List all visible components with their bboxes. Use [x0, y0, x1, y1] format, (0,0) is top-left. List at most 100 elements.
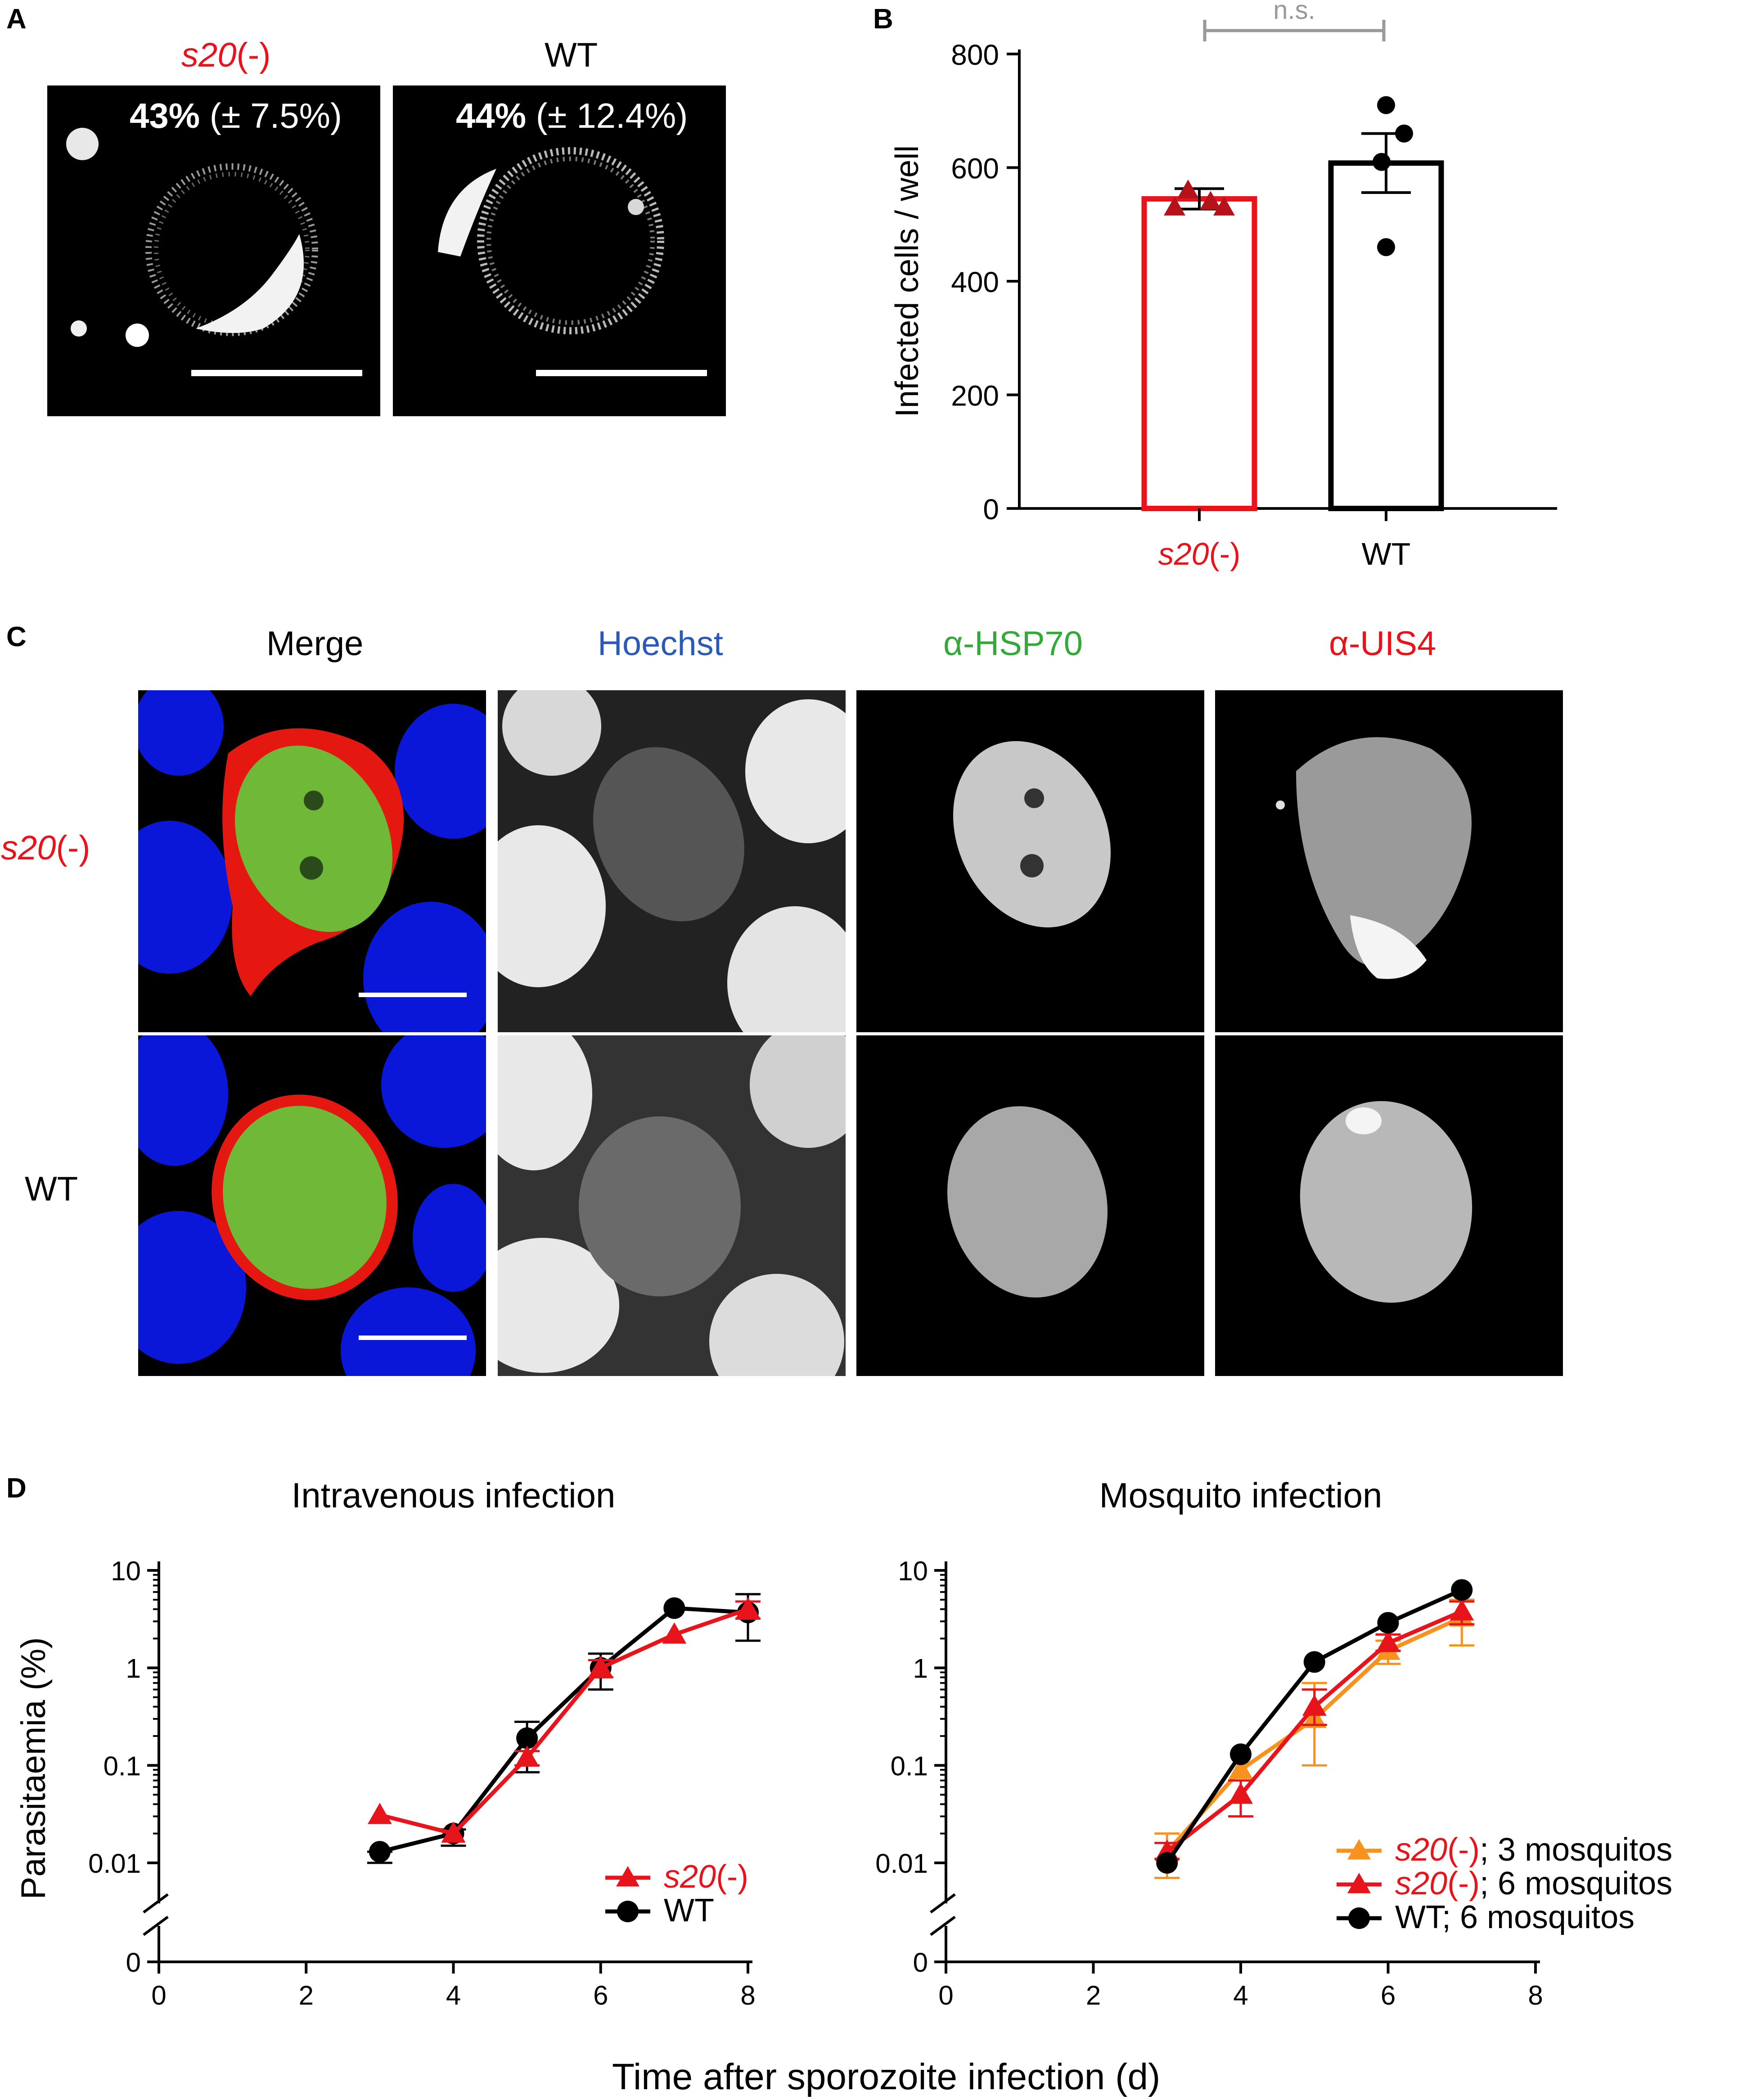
panelC-row-s20: s20(-) — [1, 831, 90, 865]
chart-d-right-point — [1451, 1579, 1473, 1601]
chart-b-sig-label: n.s. — [1273, 0, 1315, 25]
chart-b-point — [1395, 124, 1413, 143]
chart-d-left-point — [367, 1803, 392, 1824]
chart-d-left-ytick-label: 0.1 — [104, 1751, 141, 1781]
chart-d-right-axis-break-mark — [930, 1916, 956, 1936]
chart-d-left-point — [663, 1597, 685, 1619]
panelC-wt-uis4-image — [1215, 1035, 1563, 1376]
chart-b-point — [1377, 96, 1395, 114]
chart-b-ytick-label: 0 — [983, 493, 999, 526]
panelA-left-percentage: 43% (± 7.5%) — [130, 98, 342, 133]
chart-d-right-xtick-label: 0 — [938, 1980, 953, 2010]
chart-d-right-point — [1303, 1651, 1325, 1673]
panelC-col-hoechst: Hoechst — [598, 625, 723, 663]
chart-d-left-axis-break-mark — [143, 1916, 169, 1936]
chart-d-right-point — [1376, 1631, 1400, 1652]
chart-d-left-ylabel: Parasitaemia (%) — [14, 1637, 53, 1900]
chart-d-right-xtick-label: 2 — [1086, 1980, 1101, 2010]
chart-d-right-axis-break-mark — [930, 1893, 956, 1914]
chart-b-point — [1177, 180, 1199, 198]
chart-b-bar — [1141, 196, 1257, 511]
panelC-col-uis4: α-UIS4 — [1329, 625, 1436, 663]
panelA-left-title: s20(-) — [181, 38, 270, 72]
panel-letter-a: A — [6, 4, 27, 35]
panelC-row-s20-italic: s20 — [1, 829, 56, 867]
chart-d-left-axis-break-mark — [143, 1893, 169, 1914]
panelA-left-image-art — [66, 128, 318, 347]
chart-d-left-legend-marker — [617, 1901, 639, 1922]
panel-letter-b: B — [873, 4, 893, 35]
chart-d-left-xtick-label: 2 — [299, 1980, 314, 2010]
chart-d-right-legend-label: s20(-); 6 mosquitos — [1395, 1866, 1672, 1902]
chart-b-xtick-label: s20(-) — [1158, 536, 1241, 571]
chart-d-left-xtick-label: 6 — [593, 1980, 608, 2010]
chart-d-right-point — [1229, 1758, 1253, 1779]
chart-d-left-legend-marker — [616, 1866, 639, 1887]
chart-d-left-title: Intravenous infection — [292, 1475, 616, 1515]
chart-b-ytick-label: 200 — [951, 380, 999, 412]
chart-d-left-point — [662, 1622, 687, 1644]
chart-d-left-point — [588, 1655, 613, 1677]
chart-b-ytick-label: 400 — [951, 266, 999, 298]
panelC-wt-hoechst-image — [498, 1035, 846, 1376]
panelC-col-hsp70: α-HSP70 — [943, 625, 1083, 663]
chart-d-left-legend-label: WT — [664, 1893, 714, 1929]
chart-d-right-point — [1230, 1743, 1252, 1765]
panelC-row-wt: WT — [25, 1170, 78, 1208]
chart-b: 0 200 400 600 800 Infected cells / well s20(-)… — [889, 0, 1557, 571]
chart-d-left-ytick-label: 1 — [126, 1654, 141, 1684]
chart-d-left: Intravenous infection Parasitaemia (%) 0 0.… — [14, 1475, 761, 2010]
panelA-right-percentage: 44% (± 12.4%) — [456, 98, 688, 133]
chart-d-left-xtick-label: 4 — [446, 1980, 461, 2010]
chart-d-right-xtick-label: 4 — [1233, 1980, 1248, 2010]
panelC-s20-hoechst-image — [498, 690, 846, 1032]
chart-b-point — [1164, 196, 1185, 216]
chart-d-left-series-line — [379, 1607, 749, 1836]
chart-d-left-ytick-label: 10 — [111, 1556, 141, 1586]
panelA-left-pct-rest: (± 7.5%) — [200, 96, 342, 135]
chart-b-point — [1373, 153, 1391, 171]
panelA-right-pct-bold: 44% — [456, 96, 527, 135]
chart-d-right-ytick-label: 10 — [898, 1556, 928, 1586]
panelA-right-scale-bar — [536, 370, 707, 376]
panelC-s20-merge-image — [138, 690, 486, 1032]
panelA-left-scale-bar — [191, 370, 362, 376]
chart-d-right-ytick-label: 0.01 — [875, 1848, 928, 1879]
chart-d-right-ytick-label: 1 — [913, 1654, 928, 1684]
chart-d-left-legend-label: s20(-) — [664, 1859, 748, 1895]
panelD-xlabel: Time after sporozoite infection (d) — [612, 2056, 1161, 2097]
chart-d-right-xtick-label: 6 — [1381, 1980, 1396, 2010]
panelC-wt-scale-bar — [359, 1336, 467, 1340]
chart-d-right-point — [1377, 1612, 1399, 1634]
chart-d-left-xtick-label: 0 — [151, 1980, 166, 2010]
chart-b-point — [1200, 191, 1221, 210]
panelA-right-title: WT — [545, 36, 598, 74]
chart-d-right-point — [1450, 1599, 1474, 1621]
panelA-left-title-italic: s20 — [181, 36, 237, 74]
chart-b-ytick-label: 600 — [951, 153, 999, 185]
panel-letter-c: C — [6, 621, 27, 652]
chart-d-left-series-line — [379, 1606, 748, 1854]
chart-b-ylabel: Infected cells / well — [889, 145, 925, 417]
panelC-s20-uis4-image — [1215, 690, 1563, 1032]
chart-b-bar — [1328, 160, 1444, 511]
panelC-s20-hsp70-image — [856, 690, 1204, 1032]
panel-letter-d: D — [6, 1473, 27, 1504]
chart-d-left-xtick-label: 8 — [740, 1980, 755, 2010]
chart-d-left-point — [516, 1727, 538, 1749]
panelC-wt-merge-image — [138, 1035, 486, 1376]
chart-d-left-point — [515, 1745, 540, 1767]
chart-b-xtick-label: WT — [1362, 536, 1411, 571]
chart-b-point — [1213, 196, 1235, 216]
chart-b-ytick-label: 800 — [951, 39, 999, 71]
chart-d-right-ytick-label: 0 — [913, 1947, 928, 1978]
chart-d-right-legend-marker — [1347, 1839, 1371, 1860]
panelC-s20-scale-bar — [359, 993, 467, 997]
panelA-right-image-art — [438, 147, 664, 334]
chart-d-left-ytick-label: 0.01 — [88, 1848, 141, 1879]
chart-d-right-legend-marker — [1347, 1873, 1371, 1893]
panelC-row-s20-suffix: (-) — [56, 829, 90, 867]
chart-d-left-point — [441, 1821, 466, 1843]
chart-d-right-title: Mosquito infection — [1099, 1475, 1382, 1515]
chart-d-left-point — [369, 1841, 391, 1863]
